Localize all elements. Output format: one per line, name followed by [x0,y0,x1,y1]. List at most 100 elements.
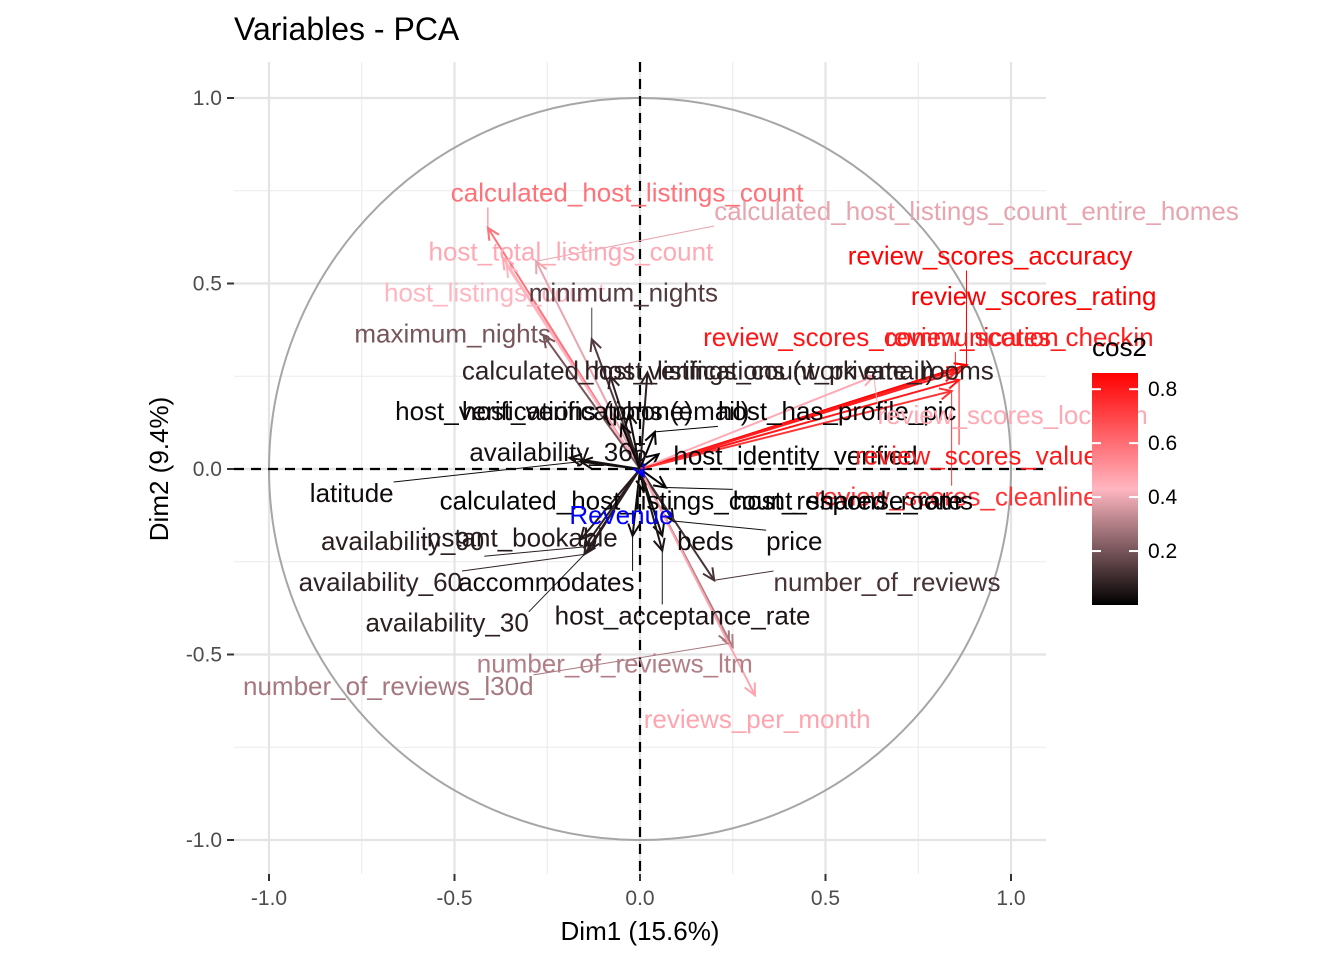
arrow-shaft [639,468,716,581]
arrow-head [505,263,519,278]
label-connector [654,425,718,433]
arrow-head [567,453,583,467]
arrow-head [645,452,661,467]
label-connector [533,642,730,676]
label-connector [393,461,581,483]
arrow-maximum-nights [542,333,641,470]
arrow-host-verifications-work-email- [639,370,654,470]
arrow-host-verifications-phone- [619,422,641,470]
arrow-shaft [542,334,641,470]
arrow-shaft [587,468,641,552]
arrow-instant-bookable [579,468,641,542]
arrow-shaft [505,264,641,470]
supplementary-label: Revenue [569,500,673,530]
arrow-head [579,526,593,542]
variable-labels-layer: calculated_host_listings_countcalculated… [243,177,1239,734]
variable-label: host_total_listings_count [429,237,715,267]
variable-label: beds [677,526,733,556]
label-connector [673,520,767,531]
label-connector [873,376,878,405]
variable-label: availability_60 [299,567,462,597]
grid-layer [234,62,1046,874]
x-axis-label: Dim1 (15.6%) [561,916,720,946]
arrow-shaft [639,468,664,551]
cos2-legend: cos2 0.2 0.4 0.6 0.8 [1092,332,1178,605]
y-tick-label: -1.0 [186,829,222,852]
arrow-shaft [580,460,641,470]
legend-title: cos2 [1092,332,1147,362]
variable-label: review_scores_cleanliness [814,482,1123,512]
variable-label: availability_365 [469,437,647,467]
legend-colorbar [1092,373,1138,605]
variable-label: reviews_per_month [644,704,871,734]
arrow-shaft [639,375,875,470]
arrows-layer [486,225,969,698]
label-connector [528,550,589,613]
arrow-head [607,374,620,390]
legend-tick-label: 0.2 [1148,540,1177,563]
variable-label: host_listings_count [384,278,606,308]
variable-label: review_scores_checkin [885,322,1154,352]
variable-label: calculated_host_listings_count [451,177,804,207]
arrow-shaft [639,468,756,696]
arrow-head [501,255,515,271]
arrow-shaft [639,372,649,470]
arrow-shaft [609,375,641,470]
label-connector [484,546,585,557]
arrow-shaft [620,424,641,470]
arrow-shaft [639,371,956,470]
variable-label: review_scores_communication [703,322,1058,352]
label-connector [665,487,733,490]
arrow-shaft [639,431,656,470]
x-tick-label: -0.5 [436,887,472,910]
variable-label: host_response_rate [733,485,963,515]
arrow-shaft [627,413,641,470]
legend-tick-label: 0.4 [1148,486,1178,509]
variable-label: host_verifications (phone) [395,396,693,426]
axis-ticks-layer: -1.0 -0.5 0.0 0.5 1.0 1.0 0.5 0.0 -0.5 -1.0 [186,87,1026,910]
variable-label: instant_bookable [421,522,618,552]
arrow-host-verifications-email- [624,411,641,470]
supplementary-arrow [632,463,645,479]
variable-label: host_verifications (email) [462,396,750,426]
variable-label: calculated_host_listings_count_entire_ho… [714,196,1239,226]
arrow-head [744,682,757,698]
variable-label: maximum_nights [354,318,551,348]
variable-label: calculated_host_listings_count_private_r… [462,355,994,385]
arrow-head [624,411,638,427]
variable-label: review_scores_accuracy [848,240,1133,270]
arrow-head [542,333,556,349]
variable-label: number_of_reviews [774,567,1001,597]
chart-title: Variables - PCA [234,11,460,47]
label-connector [714,570,774,581]
legend-tick-label: 0.8 [1148,378,1177,401]
variable-label: availability_30 [365,608,528,638]
variable-label: review_scores_value [855,441,1098,471]
arrow-head [619,422,632,438]
y-tick-label: 1.0 [193,87,222,110]
arrow-shaft [631,468,641,536]
arrow-host-listings-count [505,263,641,470]
arrow-shaft [579,468,641,541]
y-tick-label: 0.0 [193,458,222,481]
arrow-head [632,463,645,479]
variable-label: host_identity_verified [673,441,917,471]
variable-label: latitude [310,478,394,508]
variable-label: minimum_nights [529,278,718,308]
arrow-reviews-per-month [639,468,757,698]
label-connector [461,553,585,572]
variable-label: host_acceptance_rate [555,600,811,630]
legend-tick-label: 0.6 [1148,432,1177,455]
x-tick-label: -1.0 [251,887,287,910]
y-tick-label: -0.5 [186,644,222,667]
variable-label: host_verifications (work email) [584,355,934,385]
variable-label: number_of_reviews_ltm [477,649,753,679]
arrow-head [640,370,654,386]
y-tick-label: 0.5 [193,273,222,296]
x-tick-label: 0.5 [811,887,840,910]
x-tick-label: 0.0 [625,887,654,910]
variable-label: availability_90 [321,526,484,556]
variable-label: number_of_reviews_l30d [243,671,534,701]
